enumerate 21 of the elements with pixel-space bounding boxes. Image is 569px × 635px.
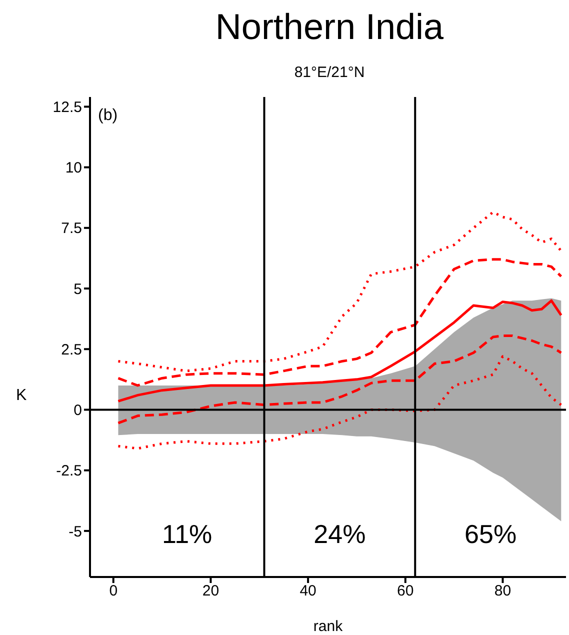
x-tick-label: 20 <box>202 582 220 600</box>
x-tick-label: 40 <box>300 582 316 600</box>
annotation: 65% <box>464 519 517 550</box>
x-tick-label: 60 <box>397 582 414 600</box>
y-tick-label: -2.5 <box>56 462 82 480</box>
y-tick-label: 10 <box>65 160 82 177</box>
annotation: 24% <box>314 519 366 550</box>
y-tick-label: 5 <box>74 280 82 298</box>
y-tick-label: -5 <box>68 523 82 540</box>
y-tick-label: 7.5 <box>61 220 82 238</box>
annotation: 11% <box>162 519 212 550</box>
annotation: (b) <box>98 107 118 125</box>
chart-subtitle: 81°E/21°N <box>293 64 366 81</box>
y-tick-label: 12.5 <box>52 99 82 116</box>
y-tick-label: 2.5 <box>61 341 82 358</box>
y-axis-title: K <box>16 387 27 405</box>
x-axis-title: rank <box>313 618 344 635</box>
chart-title: Northern India <box>214 6 445 48</box>
x-tick-label: 0 <box>109 582 118 600</box>
x-tick-label: 80 <box>494 582 512 600</box>
y-tick-label: 0 <box>74 402 82 420</box>
